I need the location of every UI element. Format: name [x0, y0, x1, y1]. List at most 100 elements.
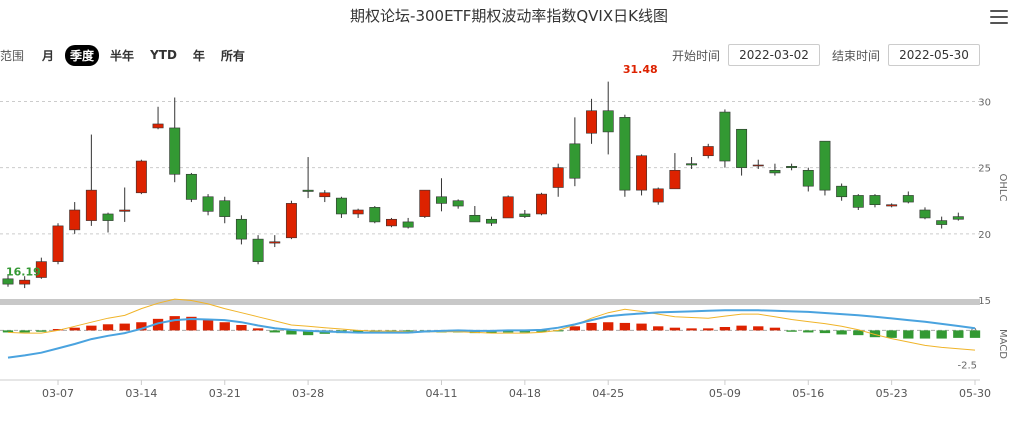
y-tick-label: 25: [978, 164, 991, 175]
x-tick-label: 04-11: [425, 387, 457, 400]
y-tick-label: 30: [978, 97, 991, 108]
macd-bar: [853, 330, 864, 336]
y-axis-label: OHLC: [997, 174, 1008, 202]
x-tick-label: 04-18: [509, 387, 541, 400]
macd-bar: [619, 322, 631, 331]
candle-body: [2, 278, 14, 285]
candle-body: [819, 140, 831, 191]
range-button-year[interactable]: 年: [192, 48, 205, 63]
macd-bar: [136, 322, 147, 331]
candle-body: [602, 110, 614, 133]
candle-body: [219, 200, 231, 217]
candle-body: [919, 209, 931, 219]
macd-bar: [936, 330, 947, 339]
macd-bar: [919, 330, 931, 339]
candle-body: [185, 173, 197, 200]
range-button-all[interactable]: 所有: [220, 48, 245, 63]
candle-body: [52, 225, 64, 262]
start-date-input[interactable]: 2022-03-02: [727, 44, 820, 66]
macd-bar: [636, 323, 647, 331]
candle-body: [252, 238, 264, 262]
candle-body: [352, 209, 364, 215]
candle-body: [702, 146, 714, 157]
candle-body: [102, 213, 114, 221]
candle-body: [385, 218, 397, 227]
macd-bar: [202, 319, 214, 331]
candle-body: [419, 189, 431, 217]
candle-body: [302, 189, 314, 192]
candle-body: [552, 167, 564, 188]
date-range-inputs: 开始时间 2022-03-02 结束时间 2022-05-30: [672, 44, 980, 66]
candle-body: [85, 189, 97, 221]
candle-body: [285, 203, 297, 239]
macd-bar: [286, 330, 297, 335]
range-button-quarter[interactable]: 季度: [65, 44, 100, 66]
x-tick-label: 04-25: [592, 387, 624, 400]
candle-body: [652, 188, 664, 203]
end-date-label: 结束时间: [831, 48, 880, 63]
macd-bar: [869, 330, 881, 338]
candle-body: [452, 200, 464, 207]
extreme-label: 16.19: [6, 265, 41, 278]
x-tick-label: 03-14: [125, 387, 157, 400]
candle-body: [902, 195, 914, 203]
candle-body: [202, 196, 214, 212]
macd-bar: [352, 330, 364, 333]
extreme-label: 31.48: [623, 63, 658, 76]
navigator-separator: [0, 299, 980, 305]
macd-bar: [503, 330, 514, 333]
candle-body: [335, 197, 347, 215]
macd-bar: [2, 330, 14, 333]
macd-bar: [969, 330, 981, 338]
macd-dif-line: [7, 298, 976, 351]
end-date-input[interactable]: 2022-05-30: [888, 44, 980, 66]
macd-bar: [52, 329, 64, 331]
candle-body: [436, 196, 447, 204]
range-button-ytd[interactable]: YTD: [150, 48, 177, 62]
macd-bar: [169, 316, 180, 331]
macd-bar: [586, 322, 597, 331]
candle-body: [235, 218, 247, 240]
macd-bar: [36, 330, 47, 332]
candle-body: [736, 128, 748, 168]
candle-body: [369, 207, 381, 223]
candle-body: [769, 169, 781, 174]
candle-body: [402, 221, 414, 228]
macd-bar: [836, 330, 847, 335]
candle-body: [135, 160, 147, 194]
macd-bar: [669, 327, 681, 331]
macd-bar: [803, 330, 814, 333]
macd-bar: [236, 324, 247, 331]
x-tick-label: 05-23: [876, 387, 908, 400]
range-selector: 范围 月 季度 半年 YTD 年 所有: [0, 44, 261, 66]
macd-bar: [603, 322, 614, 331]
macd-bar: [186, 316, 197, 331]
macd-bar: [102, 324, 114, 331]
candle-body: [169, 127, 181, 175]
candle-body: [952, 216, 964, 220]
range-button-month[interactable]: 月: [42, 48, 55, 63]
y-tick-label: 20: [978, 230, 991, 241]
candle-body: [35, 261, 47, 278]
range-button-half-year[interactable]: 半年: [110, 48, 135, 63]
candle-body: [319, 192, 331, 198]
macd-bar: [19, 330, 30, 333]
macd-bar: [252, 328, 264, 331]
ma-line: [7, 309, 976, 359]
candle-body: [886, 204, 898, 207]
range-label: 范围: [0, 48, 25, 63]
x-tick-label: 03-21: [209, 387, 241, 400]
chart-title: 期权论坛-300ETF期权波动率指数QVIX日K线图: [350, 7, 668, 25]
macd-bar: [753, 326, 764, 331]
macd-bar: [219, 322, 230, 331]
candle-body: [719, 111, 731, 162]
candle-body: [836, 185, 848, 198]
start-date-label: 开始时间: [671, 48, 720, 63]
candle-body: [19, 279, 31, 285]
macd-bar: [152, 318, 164, 331]
macd-bar: [819, 330, 831, 334]
macd-bar: [719, 327, 731, 331]
hamburger-menu-icon[interactable]: [990, 10, 1008, 24]
candle-body: [536, 193, 547, 215]
